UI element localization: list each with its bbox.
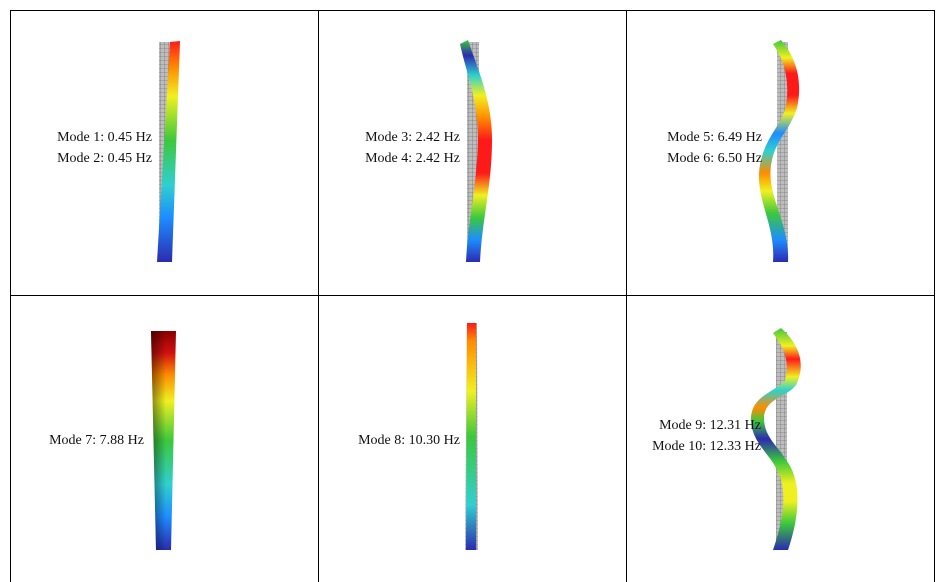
mode-label: Mode 9: 12.31 Hz — [659, 418, 761, 433]
mode-label: Mode 1: 0.45 Hz — [57, 130, 152, 145]
mode-shape-4 — [151, 331, 176, 550]
mode-labels-panel-6: Mode 9: 12.31 Hz Mode 10: 12.33 Hz — [620, 415, 761, 457]
mode-label: Mode 6: 6.50 Hz — [667, 151, 762, 166]
deformed-tower-6 — [750, 328, 801, 550]
undeformed-tower-3 — [777, 42, 788, 262]
mode-labels-panel-1: Mode 1: 0.45 Hz Mode 2: 0.45 Hz — [26, 127, 152, 169]
mode-label: Mode 3: 2.42 Hz — [365, 130, 460, 145]
mode-shape-5 — [465, 323, 478, 550]
mode-label: Mode 10: 12.33 Hz — [652, 439, 761, 454]
mode-shape-6 — [750, 328, 801, 550]
mode-shape-3 — [758, 40, 800, 262]
mode-labels-panel-5: Mode 8: 10.30 Hz — [326, 430, 460, 451]
mode-label: Mode 2: 0.45 Hz — [57, 151, 152, 166]
mode-labels-panel-2: Mode 3: 2.42 Hz Mode 4: 2.42 Hz — [334, 127, 460, 169]
mode-shape-2 — [460, 40, 492, 262]
deformed-tower-1 — [157, 41, 180, 262]
deformed-tower-3 — [758, 40, 800, 262]
mode-label: Mode 8: 10.30 Hz — [358, 433, 460, 448]
mode-label: Mode 7: 7.88 Hz — [49, 433, 144, 448]
undeformed-tower-6 — [776, 332, 787, 550]
mode-labels-panel-4: Mode 7: 7.88 Hz — [16, 430, 144, 451]
mode-shape-1 — [157, 41, 180, 262]
deformed-tower-2 — [460, 40, 492, 262]
mode-label: Mode 4: 2.42 Hz — [365, 151, 460, 166]
mode-labels-panel-3: Mode 5: 6.49 Hz Mode 6: 6.50 Hz — [636, 127, 762, 169]
mode-label: Mode 5: 6.49 Hz — [667, 130, 762, 145]
deformed-tower-5 — [466, 323, 476, 550]
grid-lines — [10, 10, 935, 582]
